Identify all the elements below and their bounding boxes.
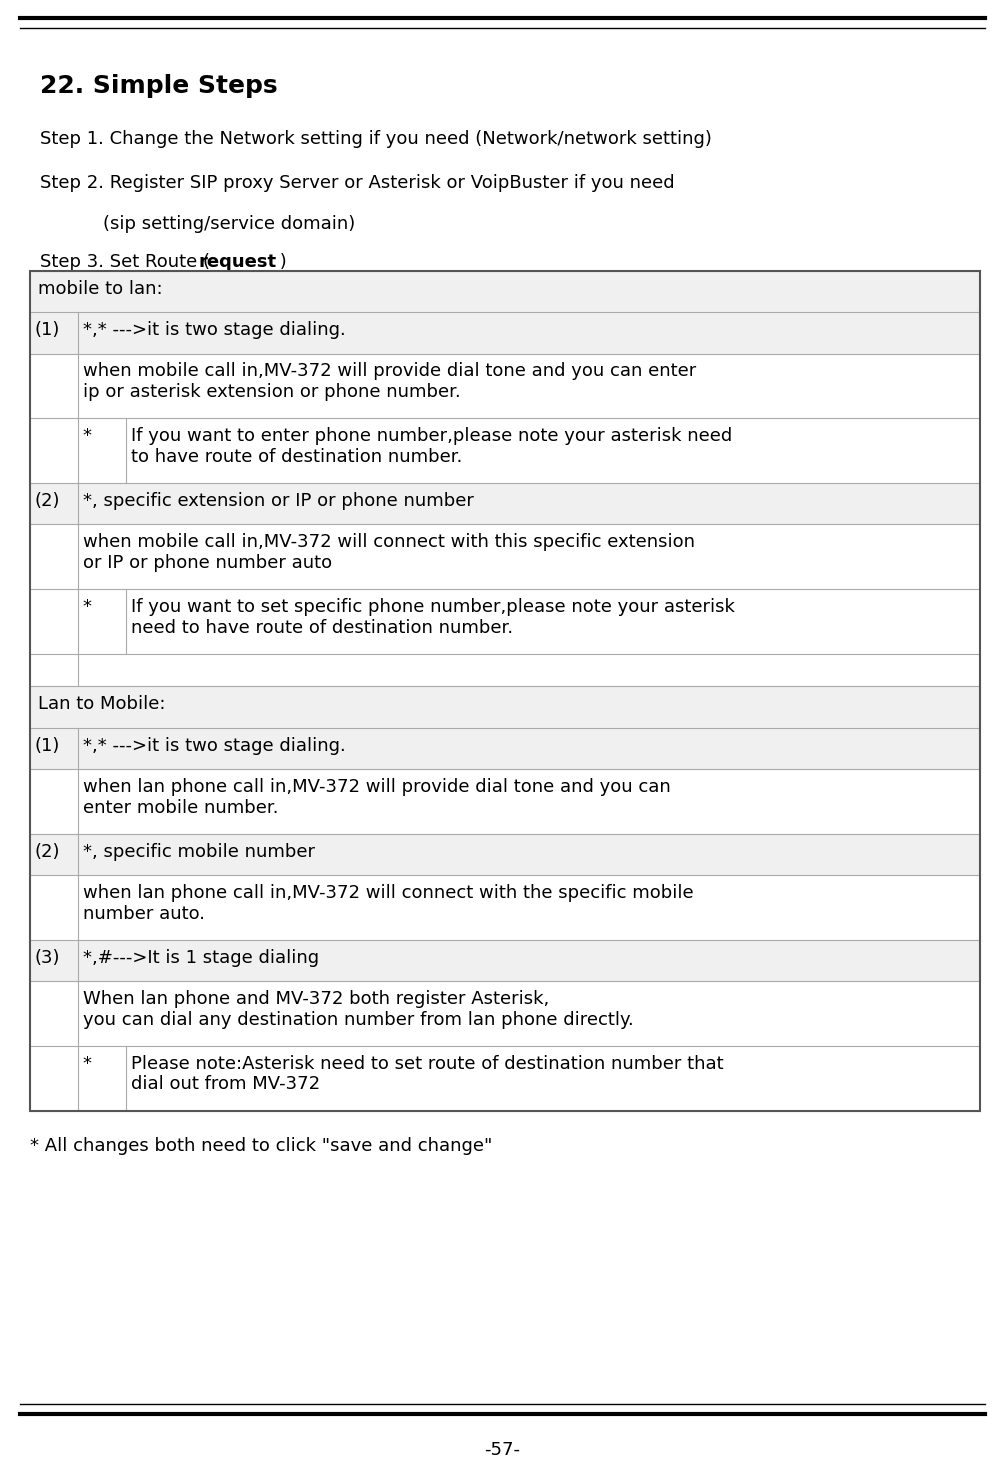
Text: -57-: -57-: [484, 1441, 521, 1458]
Text: (2): (2): [34, 843, 59, 860]
Bar: [30, 271, 980, 312]
Text: (1): (1): [34, 736, 59, 754]
Text: When lan phone and MV-372 both register Asterisk,
you can dial any destination n: When lan phone and MV-372 both register …: [83, 990, 634, 1028]
Text: when lan phone call in,MV-372 will provide dial tone and you can
enter mobile nu: when lan phone call in,MV-372 will provi…: [83, 778, 671, 816]
Text: If you want to set specific phone number,please note your asterisk
need to have : If you want to set specific phone number…: [131, 598, 735, 636]
Bar: [30, 312, 980, 354]
Bar: [30, 686, 980, 728]
Bar: [30, 728, 980, 769]
Text: *,#--->It is 1 stage dialing: *,#--->It is 1 stage dialing: [83, 949, 320, 966]
Text: 22. Simple Steps: 22. Simple Steps: [40, 74, 277, 97]
Text: when mobile call in,MV-372 will provide dial tone and you can enter
ip or asteri: when mobile call in,MV-372 will provide …: [83, 362, 696, 401]
Text: *,* --->it is two stage dialing.: *,* --->it is two stage dialing.: [83, 736, 346, 754]
Text: (sip setting/service domain): (sip setting/service domain): [103, 215, 355, 233]
Text: request: request: [199, 253, 277, 271]
Text: Step 1. Change the Network setting if you need (Network/network setting): Step 1. Change the Network setting if yo…: [40, 130, 713, 147]
Text: when lan phone call in,MV-372 will connect with the specific mobile
number auto.: when lan phone call in,MV-372 will conne…: [83, 884, 694, 922]
Text: * All changes both need to click "save and change": * All changes both need to click "save a…: [30, 1137, 492, 1155]
Text: when mobile call in,MV-372 will connect with this specific extension
or IP or ph: when mobile call in,MV-372 will connect …: [83, 533, 695, 572]
Bar: [30, 940, 980, 981]
Text: *: *: [82, 598, 91, 616]
Text: mobile to lan:: mobile to lan:: [38, 280, 163, 298]
Text: ): ): [274, 253, 287, 271]
Text: Step 3. Set Route (: Step 3. Set Route (: [40, 253, 216, 271]
Text: *: *: [82, 427, 91, 445]
Text: Step 2. Register SIP proxy Server or Asterisk or VoipBuster if you need: Step 2. Register SIP proxy Server or Ast…: [40, 174, 674, 191]
Text: *,* --->it is two stage dialing.: *,* --->it is two stage dialing.: [83, 321, 346, 339]
Text: If you want to enter phone number,please note your asterisk need
to have route o: If you want to enter phone number,please…: [131, 427, 732, 465]
Text: Lan to Mobile:: Lan to Mobile:: [38, 695, 166, 713]
Bar: [30, 834, 980, 875]
Text: *, specific extension or IP or phone number: *, specific extension or IP or phone num…: [83, 492, 474, 510]
Text: (1): (1): [34, 321, 59, 339]
Text: Please note:Asterisk need to set route of destination number that
dial out from : Please note:Asterisk need to set route o…: [131, 1055, 724, 1093]
Text: (2): (2): [34, 492, 59, 510]
Text: *: *: [82, 1055, 91, 1072]
Text: (3): (3): [34, 949, 59, 966]
Bar: [30, 271, 980, 1111]
Text: *, specific mobile number: *, specific mobile number: [83, 843, 316, 860]
Bar: [30, 483, 980, 524]
